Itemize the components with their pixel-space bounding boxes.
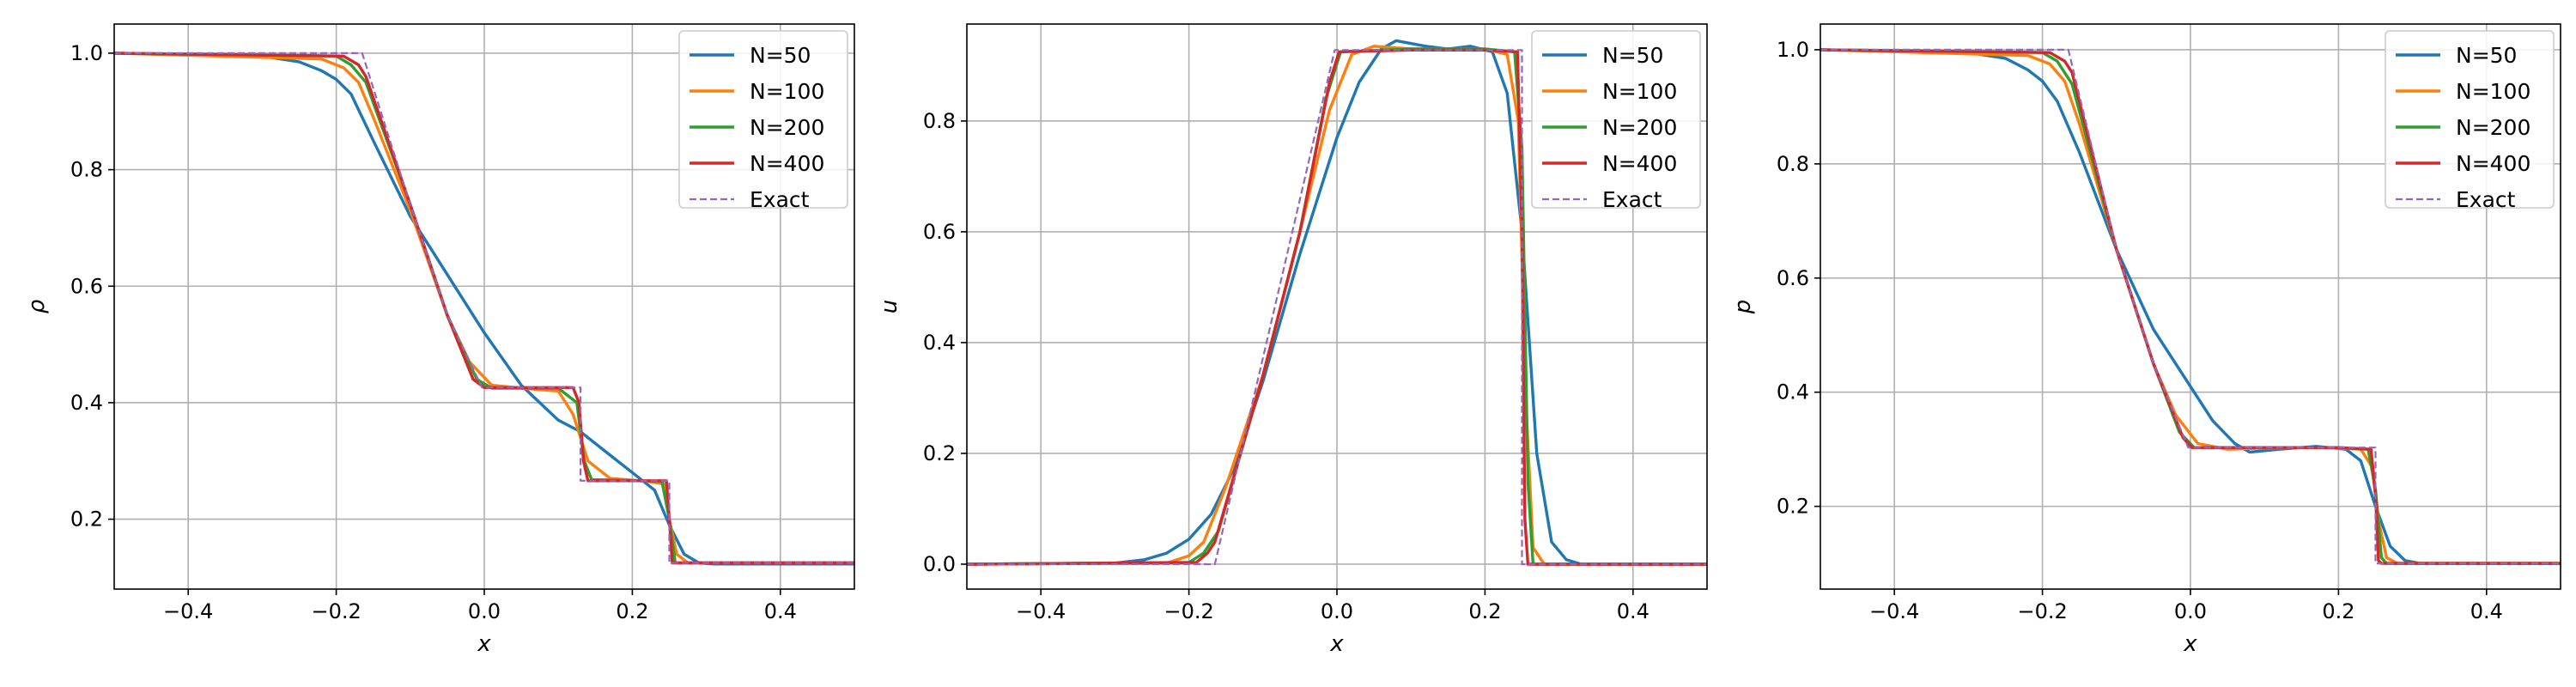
- y-tick-label: 0.6: [923, 220, 956, 244]
- legend-label: N=50: [1602, 43, 1663, 68]
- y-axis-label: u: [877, 300, 902, 313]
- x-tick-label: 0.2: [1468, 599, 1501, 623]
- x-tick-label: 0.0: [1321, 599, 1353, 623]
- legend-label: N=400: [1602, 151, 1677, 176]
- legend: N=50 N=100 N=200 N=400 Exact: [2385, 30, 2555, 212]
- y-tick-label: 0.6: [1777, 266, 1809, 290]
- series-line-n50: [1820, 48, 2561, 565]
- y-tick-label: 1.0: [1777, 38, 1809, 62]
- series-line-exact: [967, 49, 1707, 566]
- y-tick-label: 0.8: [70, 158, 103, 182]
- x-axis-label: x: [1329, 631, 1344, 657]
- y-tick-label: 0.2: [923, 441, 956, 465]
- legend-label: N=100: [750, 79, 824, 104]
- x-axis-label: x: [477, 631, 491, 657]
- y-tick-label: 0.2: [70, 508, 103, 532]
- x-tick-label: 0.4: [1617, 599, 1649, 623]
- x-tick-label: −0.2: [311, 599, 361, 623]
- legend-label: N=400: [2456, 151, 2530, 176]
- legend: N=50 N=100 N=200 N=400 Exact: [1531, 30, 1701, 212]
- chart-panel-0: −0.4 −0.2 0.0 0.2 0.40.20.40.60.81.0xρN=50N=…: [24, 23, 855, 657]
- x-tick-label: 0.0: [468, 599, 501, 623]
- y-tick-label: 0.4: [1777, 380, 1809, 404]
- x-tick-label: 0.2: [2322, 599, 2354, 623]
- legend-label: N=200: [750, 115, 824, 140]
- legend-label: N=100: [1602, 79, 1677, 104]
- legend-label: N=100: [2456, 79, 2530, 104]
- y-tick-label: 0.4: [923, 331, 956, 355]
- x-tick-label: 0.4: [764, 599, 797, 623]
- legend: N=50 N=100 N=200 N=400 Exact: [678, 30, 848, 212]
- y-axis-label: ρ: [24, 299, 50, 313]
- y-tick-label: 0.2: [1777, 495, 1809, 519]
- legend-label: N=200: [2456, 115, 2530, 140]
- legend-label: Exact: [750, 187, 810, 212]
- series-line-exact: [114, 52, 854, 564]
- y-tick-label: 0.8: [1777, 152, 1809, 176]
- x-tick-label: 0.2: [616, 599, 648, 623]
- chart-panel-2: −0.4 −0.2 0.0 0.2 0.40.20.40.60.81.0xpN=50N=…: [1730, 23, 2561, 657]
- x-tick-label: −0.2: [2017, 599, 2067, 623]
- x-tick-label: 0.4: [2470, 599, 2503, 623]
- legend-label: N=50: [750, 43, 811, 68]
- x-tick-label: −0.4: [163, 599, 213, 623]
- y-axis-label: p: [1730, 300, 1756, 315]
- series-line-n50: [114, 52, 854, 566]
- series-line-exact: [1820, 48, 2561, 565]
- legend-label: N=200: [1602, 115, 1677, 140]
- x-tick-label: −0.2: [1163, 599, 1213, 623]
- legend-label: N=50: [2456, 43, 2517, 68]
- series-line-n400: [1820, 48, 2561, 565]
- chart-panel-1: −0.4 −0.2 0.0 0.2 0.40.00.20.40.60.8xuN=50N=…: [877, 23, 1708, 657]
- series-line-n50: [967, 39, 1707, 566]
- y-tick-label: 0.0: [923, 552, 956, 576]
- y-tick-label: 0.4: [70, 391, 103, 415]
- x-tick-label: 0.0: [2174, 599, 2207, 623]
- legend-label: Exact: [2456, 187, 2516, 212]
- x-tick-label: −0.4: [1869, 599, 1919, 623]
- series-line-n400: [967, 48, 1707, 566]
- legend-label: N=400: [750, 151, 824, 176]
- x-axis-label: x: [2183, 631, 2197, 657]
- x-tick-label: −0.4: [1016, 599, 1066, 623]
- legend-label: Exact: [1602, 187, 1662, 212]
- y-tick-label: 1.0: [70, 41, 103, 65]
- y-tick-label: 0.6: [70, 274, 103, 298]
- y-tick-label: 0.8: [923, 109, 956, 133]
